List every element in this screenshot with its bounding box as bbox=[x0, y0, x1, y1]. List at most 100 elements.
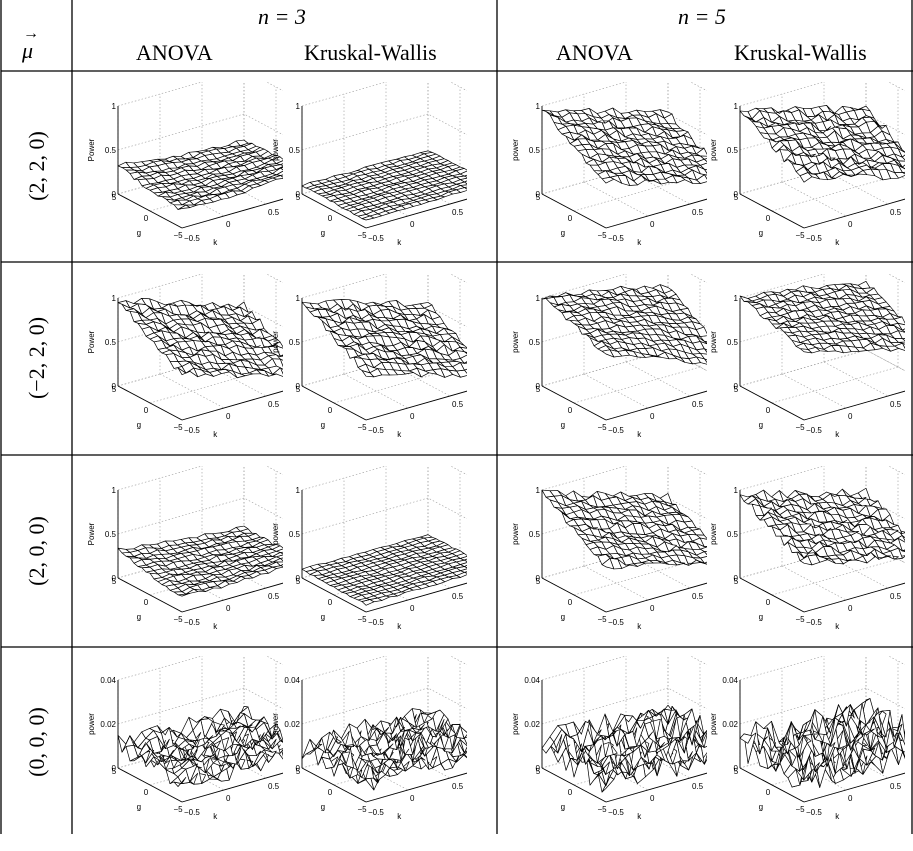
g-tick-label: 0 bbox=[144, 214, 149, 223]
z-tick-label: 0.04 bbox=[722, 676, 738, 685]
z-tick-label: 0 bbox=[734, 382, 739, 391]
k-tick-label: 0 bbox=[410, 604, 415, 613]
g-axis bbox=[541, 193, 607, 229]
g-axis bbox=[301, 385, 367, 421]
k-tick-label: 0 bbox=[410, 220, 415, 229]
row-label-3: (2, 0, 0) bbox=[24, 516, 49, 586]
group-header-n3: n = 3 bbox=[258, 4, 306, 29]
gridline-k-floor bbox=[583, 373, 649, 409]
k-axis-label: k bbox=[213, 812, 218, 821]
row-label-4: (0, 0, 0) bbox=[24, 707, 49, 777]
g-tick-label: 0 bbox=[144, 406, 149, 415]
k-tick-label: −0.5 bbox=[368, 234, 384, 243]
g-tick-label: 0 bbox=[766, 598, 771, 607]
k-axis-label: k bbox=[397, 622, 402, 631]
k-tick-label: 0.5 bbox=[890, 782, 902, 791]
k-tick-label: 0.5 bbox=[452, 400, 464, 409]
z-tick-label: 0.04 bbox=[100, 676, 116, 685]
gridline-z bbox=[541, 453, 733, 491]
surface-mesh bbox=[739, 487, 913, 566]
g-tick-label: −5 bbox=[173, 805, 183, 814]
g-axis-label: g bbox=[759, 420, 763, 429]
k-tick-label: 0 bbox=[848, 220, 853, 229]
gridline-k-floor bbox=[781, 565, 847, 601]
z-tick-label: 0 bbox=[112, 190, 117, 199]
z-tick-label: 1 bbox=[536, 486, 541, 495]
mesh-cell bbox=[117, 161, 131, 168]
z-axis-label: power bbox=[511, 713, 520, 735]
gridline-z bbox=[739, 643, 913, 681]
g-axis-label: g bbox=[561, 420, 565, 429]
surface-mesh bbox=[541, 284, 733, 369]
gridline-k-floor bbox=[823, 553, 889, 589]
z-tick-label: 0.04 bbox=[284, 676, 300, 685]
surface-mesh bbox=[117, 706, 309, 787]
z-tick-label: 0.5 bbox=[105, 146, 117, 155]
g-axis-label: g bbox=[561, 612, 565, 621]
mesh-cell bbox=[739, 494, 753, 502]
g-tick-label: 0 bbox=[328, 406, 333, 415]
column-header-kruskal-wallis-n5: Kruskal-Wallis bbox=[734, 40, 867, 65]
k-axis-label: k bbox=[397, 430, 402, 439]
surface-mesh bbox=[739, 280, 913, 354]
g-tick-label: −5 bbox=[357, 231, 367, 240]
z-axis-label: Power bbox=[87, 522, 96, 545]
gridline-z bbox=[739, 69, 913, 107]
z-tick-label: 1 bbox=[536, 102, 541, 111]
gridline-z bbox=[301, 113, 493, 151]
g-tick-label: 5 bbox=[112, 385, 117, 394]
g-axis bbox=[739, 193, 805, 229]
g-tick-label: 5 bbox=[112, 577, 117, 586]
k-axis-label: k bbox=[213, 238, 218, 247]
z-tick-label: 1 bbox=[734, 294, 739, 303]
z-tick-label: 0.5 bbox=[727, 338, 739, 347]
k-tick-label: 0 bbox=[410, 794, 415, 803]
z-tick-label: 1 bbox=[296, 486, 301, 495]
z-axis-label: power bbox=[709, 331, 718, 353]
z-tick-label: 0.02 bbox=[100, 720, 116, 729]
g-tick-label: 5 bbox=[536, 385, 541, 394]
z-tick-label: 0.5 bbox=[727, 146, 739, 155]
g-tick-label: 0 bbox=[568, 406, 573, 415]
gridline-z bbox=[541, 69, 733, 107]
gridline-k-floor bbox=[625, 361, 691, 397]
k-axis-label: k bbox=[835, 812, 840, 821]
g-axis bbox=[739, 767, 805, 803]
mesh-cell bbox=[739, 295, 753, 302]
z-axis-label: power bbox=[511, 331, 520, 353]
mu-vector-header: → μ bbox=[22, 25, 39, 63]
g-axis-label: g bbox=[321, 420, 325, 429]
gridline-k-floor bbox=[781, 373, 847, 409]
surface-mesh bbox=[541, 704, 733, 793]
k-tick-label: −0.5 bbox=[806, 618, 822, 627]
k-tick-label: −0.5 bbox=[368, 618, 384, 627]
g-tick-label: 5 bbox=[536, 767, 541, 776]
k-tick-label: 0.5 bbox=[692, 782, 704, 791]
gridline-z bbox=[739, 349, 913, 387]
z-tick-label: 0 bbox=[112, 764, 117, 773]
k-tick-label: 0 bbox=[226, 794, 231, 803]
k-axis-label: k bbox=[637, 430, 642, 439]
g-tick-label: −5 bbox=[597, 423, 607, 432]
z-tick-label: 0.5 bbox=[529, 338, 541, 347]
k-tick-label: 0 bbox=[410, 412, 415, 421]
k-tick-label: 0.5 bbox=[268, 782, 280, 791]
mesh-cell bbox=[301, 738, 315, 760]
k-tick-label: 0.5 bbox=[692, 400, 704, 409]
k-tick-label: −0.5 bbox=[184, 234, 200, 243]
k-axis-label: k bbox=[835, 430, 840, 439]
g-tick-label: 5 bbox=[112, 767, 117, 776]
g-axis-label: g bbox=[137, 802, 141, 811]
g-tick-label: 5 bbox=[296, 193, 301, 202]
